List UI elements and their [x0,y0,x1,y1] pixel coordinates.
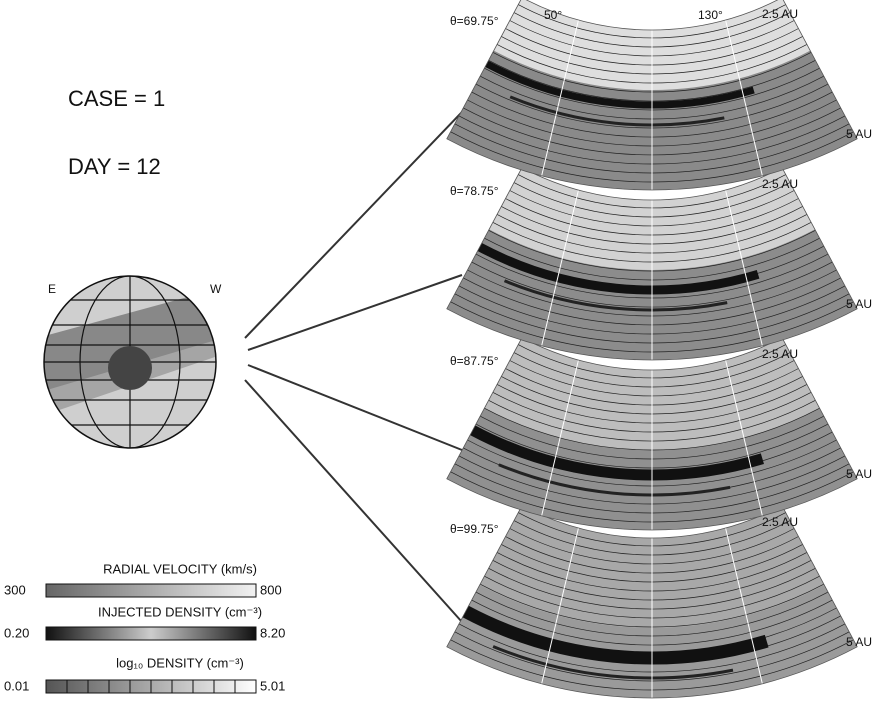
panel-theta: θ=69.75° [450,14,499,28]
meridian [541,189,579,346]
panel: θ=78.75° 2.5 AU 5 AU [446,167,872,361]
legend: RADIAL VELOCITY (km/s) 300 800 INJECTED … [4,561,285,694]
panel-outline [446,337,858,531]
outer-radius-label: 5 AU [846,127,872,141]
legend-max: 800 [260,582,282,597]
panel-body [446,505,858,698]
inner-radius-label: 2.5 AU [762,177,798,191]
shock-band [485,60,755,109]
meridian [541,359,579,516]
legend-min: 300 [4,582,26,597]
legend-min: 0.01 [4,678,29,693]
case-label: CASE = 1 [68,86,165,111]
inner-radius-label: 2.5 AU [762,347,798,361]
inner-radius-label: 2.5 AU [762,515,798,529]
panels: θ=99.75° 2.5 AU5 AUθ=87.75° 2.5 AU5 AUθ=78… [446,0,872,699]
panel: θ=87.75° 2.5 AU 5 AU [446,337,872,531]
meridian [725,19,763,176]
shock-band [509,95,725,127]
globe [43,275,217,449]
west-label: W [210,282,222,296]
legend-title: RADIAL VELOCITY (km/s) [103,561,257,576]
panel-outline [446,0,858,191]
shock-band [492,645,734,680]
shock-band [470,425,764,481]
legend-title: log₁₀ DENSITY (cm⁻³) [116,655,244,670]
outer-radius-label: 5 AU [846,635,872,649]
legend-min: 0.20 [4,625,29,640]
panel-body [446,167,858,360]
shock-band [477,243,760,295]
meridian [541,19,579,176]
panel-theta: θ=99.75° [450,522,499,536]
longitude-label: 50° [544,8,562,22]
colorbar [45,626,257,641]
panel: θ=99.75° 2.5 AU 5 AU [446,505,872,699]
panel-body [446,0,858,190]
panel-outline [446,167,858,361]
meridian [725,527,763,684]
legend-max: 5.01 [260,678,285,693]
east-label: E [48,282,56,296]
day-label: DAY = 12 [68,154,161,179]
legend-max: 8.20 [260,625,285,640]
shock-band [503,279,728,312]
outer-radius-label: 5 AU [846,297,872,311]
inner-radius-label: 2.5 AU [762,7,798,21]
panel-theta: θ=87.75° [450,354,499,368]
colorbar [45,583,257,598]
panel: θ=69.75° 2.5 AU 5 AU [446,0,872,191]
panel-body [446,337,858,530]
connector-lines [244,111,463,623]
legend-title: INJECTED DENSITY (cm⁻³) [98,604,262,619]
panel-outline [446,505,858,699]
meridian [725,359,763,516]
meridian [541,527,579,684]
longitude-label: 130° [698,8,723,22]
outer-radius-label: 5 AU [846,467,872,481]
shock-band [462,605,769,665]
panel-theta: θ=78.75° [450,184,499,198]
meridian [725,189,763,346]
shock-band [498,463,731,497]
